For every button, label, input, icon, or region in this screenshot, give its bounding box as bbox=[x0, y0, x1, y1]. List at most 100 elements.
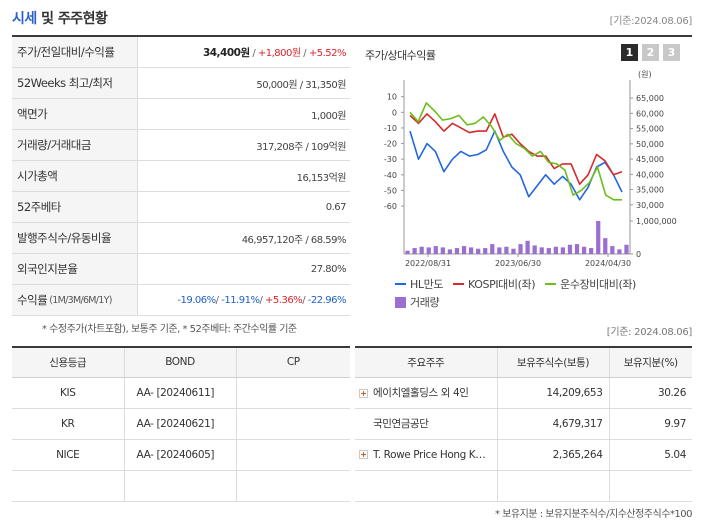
holder-pct: 30.26 bbox=[609, 377, 692, 409]
volume-bar bbox=[426, 247, 431, 254]
expand-plus-icon[interactable] bbox=[359, 388, 368, 398]
info-row-52weeks: 52Weeks 최고/최저 50,000원 / 31,350원 bbox=[12, 68, 350, 99]
volume-bar bbox=[610, 246, 615, 254]
volume-bar bbox=[560, 247, 566, 254]
price-change: +1,800원 bbox=[257, 48, 301, 59]
return-value: -19.06%/ -11.91%/ +5.36%/ -22.96% bbox=[177, 294, 347, 306]
shares-label: 발행주식수/유동비율 bbox=[12, 223, 138, 253]
volume-value: 317,208주 / 109억원 bbox=[256, 141, 346, 153]
base-date: [기준:2024.08.06] bbox=[609, 16, 693, 27]
credit-cp bbox=[236, 377, 350, 409]
volume-bar bbox=[405, 250, 410, 254]
credit-agency: NICE bbox=[12, 439, 125, 471]
y-right-unit: (원) bbox=[638, 70, 652, 79]
beta-label: 52주베타 bbox=[12, 192, 138, 222]
credit-header-cp: CP bbox=[236, 346, 350, 378]
par-label: 액면가 bbox=[12, 99, 138, 129]
y-right-tick-label: 55,000 bbox=[636, 125, 664, 134]
credit-agency: KIS bbox=[12, 377, 125, 409]
legend-item-kospi[interactable]: KOSPI대비(좌) bbox=[453, 276, 536, 292]
volume-bar bbox=[581, 246, 587, 254]
y-left-tick-label: -10 bbox=[384, 124, 397, 133]
return-chart: 10 0 -10 -20 -30 -40 -50 -60 65,000 60,000 55,000 5… bbox=[384, 70, 677, 268]
holder-shares: 4,679,317 bbox=[497, 408, 610, 440]
volume-bar bbox=[468, 247, 474, 254]
return-label: 수익률 (1M/3M/6M/1Y) bbox=[12, 285, 138, 315]
legend-item-volume[interactable]: 거래량 bbox=[395, 294, 440, 310]
legend-item-hl[interactable]: HL만도 bbox=[395, 276, 443, 292]
credit-bond: AA- [20240621] bbox=[124, 408, 237, 440]
title-rest: 및 주주현황 bbox=[36, 11, 108, 27]
chart-legend: HL만도 KOSPI대비(좌) 운수장비대비(좌) 거래량 bbox=[395, 275, 691, 311]
volume-bar bbox=[532, 245, 537, 254]
holders-header-shares: 보유주식수(보통) bbox=[497, 346, 610, 378]
holder-name: T. Rowe Price Hong K… bbox=[355, 439, 498, 471]
y-left-tick-label: -50 bbox=[384, 186, 397, 195]
table-row-empty bbox=[355, 470, 692, 502]
table-row-empty bbox=[12, 470, 350, 502]
title-accent: 시세 bbox=[12, 11, 37, 27]
chart-page-1-button[interactable]: 1 bbox=[621, 44, 638, 61]
return-3m: -11.91% bbox=[221, 294, 260, 306]
volume-bar bbox=[419, 246, 424, 254]
y-right-tick-label: 45,000 bbox=[636, 155, 664, 164]
y-right-tick-label: 30,000 bbox=[636, 201, 664, 210]
volume-bar bbox=[483, 248, 488, 254]
volume-bar bbox=[539, 247, 544, 254]
info-row-foreign: 외국인지분율 27.80% bbox=[12, 254, 350, 285]
mktcap-label: 시가총액 bbox=[12, 161, 138, 191]
chart-page-buttons: 1 2 3 bbox=[621, 44, 680, 61]
table-row: T. Rowe Price Hong K… 2,365,264 5.04 bbox=[355, 439, 692, 471]
volume-bar bbox=[433, 246, 438, 254]
expand-plus-icon[interactable] bbox=[359, 450, 368, 459]
info-row-return: 수익률 (1M/3M/6M/1Y) -19.06%/ -11.91%/ +5.36… bbox=[12, 285, 350, 316]
volume-bar bbox=[454, 248, 460, 254]
par-value: 1,000원 bbox=[311, 110, 346, 122]
holders-header-name: 주요주주 bbox=[355, 346, 498, 378]
volume-label: 거래량/거래대금 bbox=[12, 130, 138, 160]
y-left-tick-label: -40 bbox=[384, 171, 397, 180]
credit-header-bond: BOND bbox=[124, 346, 237, 378]
series-line bbox=[409, 102, 622, 201]
table-row: KIS AA- [20240611] bbox=[12, 377, 350, 409]
info-row-par: 액면가 1,000원 bbox=[12, 99, 350, 130]
y-volume-tick-label: 1,000,000 bbox=[636, 217, 677, 226]
info-row-beta: 52주베타 0.67 bbox=[12, 192, 350, 223]
return-period: (1M/3M/6M/1Y) bbox=[49, 294, 112, 306]
legend-item-transport[interactable]: 운수장비대비(좌) bbox=[545, 276, 636, 292]
volume-bar bbox=[525, 240, 530, 254]
volume-bar bbox=[617, 249, 622, 254]
chart-title: 주가/상대수익률 bbox=[365, 49, 436, 62]
volume-bar bbox=[504, 246, 509, 254]
holder-name: 국민연금공단 bbox=[355, 408, 498, 440]
return-1y: -22.96% bbox=[307, 294, 347, 306]
volume-bar bbox=[447, 249, 453, 254]
y-left-tick-label: 0 bbox=[392, 108, 397, 117]
info-row-shares: 발행주식수/유동비율 46,957,120주 / 68.59% bbox=[12, 223, 350, 254]
volume-bar bbox=[603, 238, 608, 254]
volume-bar bbox=[596, 221, 601, 254]
y-right-tick-label: 35,000 bbox=[636, 186, 664, 195]
volume-bar bbox=[518, 244, 523, 254]
y-left-tick-label: -30 bbox=[384, 155, 397, 164]
chart-page-3-button[interactable]: 3 bbox=[663, 44, 680, 61]
volume-bar bbox=[546, 248, 551, 254]
legend-swatch bbox=[395, 283, 406, 285]
series-line bbox=[409, 113, 623, 185]
foreign-value: 27.80% bbox=[310, 263, 347, 275]
week52-label: 52Weeks 최고/최저 bbox=[12, 68, 138, 98]
x-tick-label: 2022/08/31 bbox=[405, 259, 451, 268]
series-line bbox=[409, 130, 623, 201]
legend-swatch bbox=[395, 296, 406, 308]
volume-bar bbox=[574, 244, 580, 254]
volume-bar bbox=[497, 247, 502, 254]
credit-agency: KR bbox=[12, 408, 125, 440]
credit-cp bbox=[236, 408, 350, 440]
volume-bar bbox=[490, 244, 495, 254]
info-row-mktcap: 시가총액 16,153억원 bbox=[12, 161, 350, 192]
table-row: NICE AA- [20240605] bbox=[12, 439, 350, 471]
chart-page-2-button[interactable]: 2 bbox=[642, 44, 659, 61]
legend-swatch bbox=[545, 283, 557, 285]
credit-cp bbox=[236, 439, 350, 471]
credit-rating-table: 신용등급 BOND CP KIS AA- [20240611] KR AA- [… bbox=[12, 346, 350, 502]
